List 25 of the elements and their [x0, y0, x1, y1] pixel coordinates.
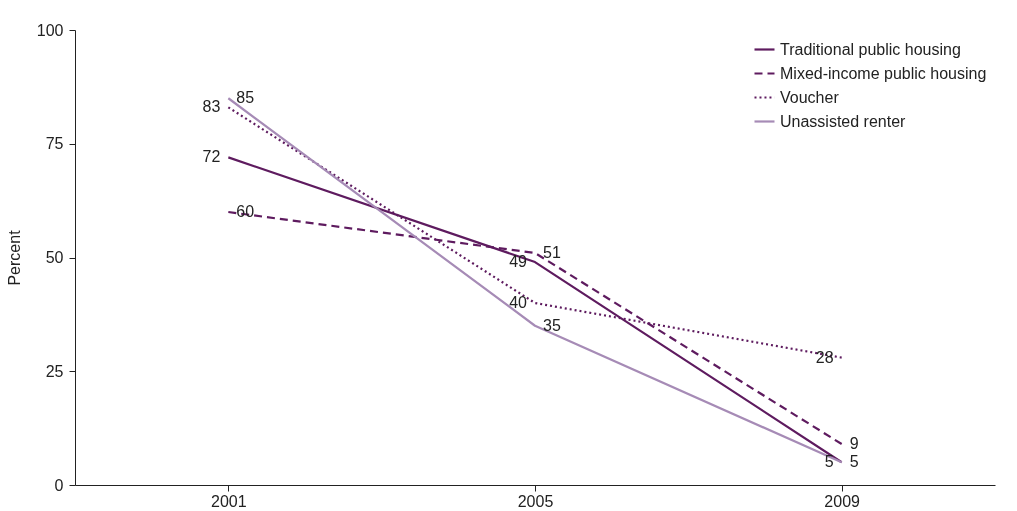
data-label: 5 — [849, 453, 859, 471]
legend-label: Mixed-income public housing — [780, 64, 987, 82]
data-label: 49 — [509, 253, 528, 271]
data-label: 60 — [236, 203, 255, 220]
x-tick-label: 2005 — [517, 492, 554, 510]
data-label: 35 — [543, 316, 561, 334]
data-label: 83 — [202, 98, 221, 116]
y-tick-label: 75 — [45, 135, 64, 153]
y-tick-label: 0 — [54, 476, 64, 494]
legend-label: Voucher — [780, 88, 840, 106]
legend-label: Unassisted renter — [780, 112, 907, 130]
x-tick-label: 2001 — [211, 492, 247, 510]
legend-label: Traditional public housing — [780, 40, 961, 58]
data-label: 5 — [824, 453, 834, 471]
data-label: 51 — [543, 243, 561, 261]
data-label: 40 — [509, 294, 528, 311]
data-label: 28 — [815, 348, 834, 366]
data-label: 9 — [849, 435, 859, 453]
data-label: 72 — [202, 148, 221, 166]
y-tick-label: 25 — [45, 362, 64, 380]
y-tick-label: 50 — [45, 249, 64, 266]
y-tick-label: 100 — [36, 21, 64, 39]
data-label: 85 — [236, 89, 255, 107]
y-axis-title: Percent — [5, 229, 23, 286]
x-tick-label: 2009 — [824, 492, 861, 510]
